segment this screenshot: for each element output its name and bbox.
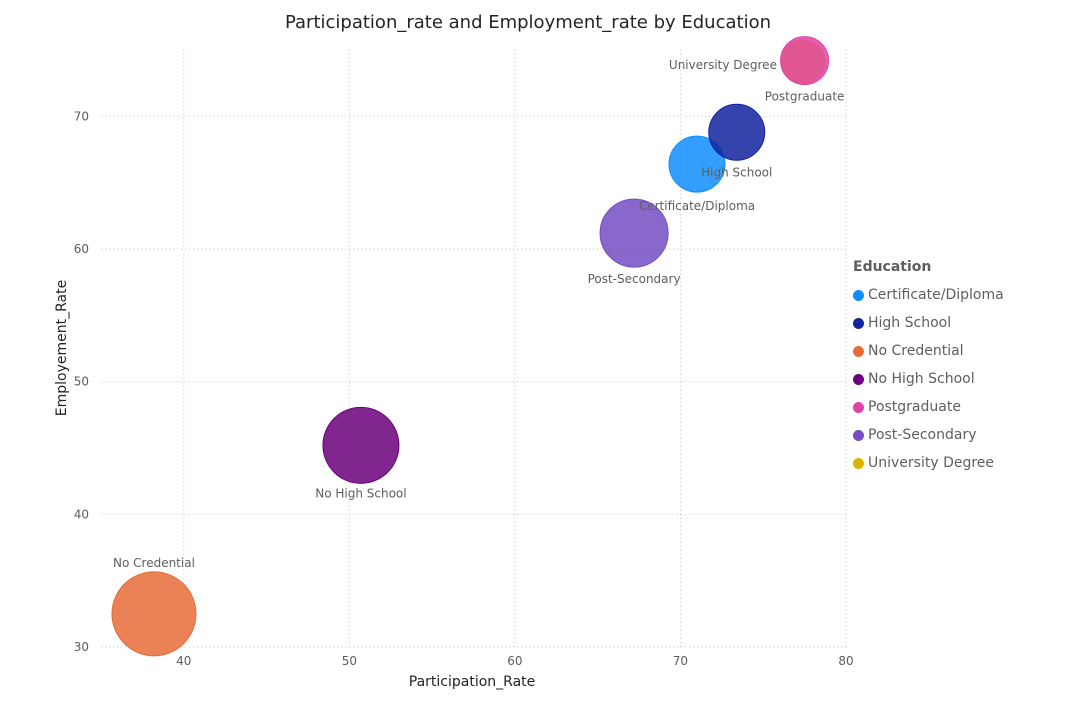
legend-item-university-degree[interactable]: University Degree <box>853 449 1004 477</box>
bubble-no-high-school[interactable] <box>322 406 400 484</box>
x-tick-label: 50 <box>342 654 357 668</box>
bubble-postgraduate[interactable] <box>780 36 830 86</box>
data-points[interactable] <box>111 36 830 657</box>
tick-labels: 40 50 60 70 80 30 40 50 60 70 <box>74 109 854 668</box>
y-tick-label: 60 <box>74 242 89 256</box>
bubble-post-secondary[interactable] <box>599 198 669 268</box>
data-label-high-school: High School <box>701 165 772 179</box>
x-tick-label: 70 <box>673 654 688 668</box>
legend-item-post-secondary[interactable]: Post-Secondary <box>853 421 1004 449</box>
legend-item-certificate-diploma[interactable]: Certificate/Diploma <box>853 281 1004 309</box>
legend-item-postgraduate[interactable]: Postgraduate <box>853 393 1004 421</box>
legend-label: No High School <box>868 371 975 387</box>
legend-item-no-high-school[interactable]: No High School <box>853 365 1004 393</box>
legend-marker-icon <box>853 317 864 329</box>
legend-label: No Credential <box>868 343 964 359</box>
legend-label: High School <box>868 315 952 331</box>
y-tick-label: 40 <box>74 507 89 521</box>
legend-title: Education <box>853 259 932 275</box>
data-labels: Certificate/Diploma High School No Credent… <box>113 58 844 570</box>
bubble-no-credential[interactable] <box>111 571 197 657</box>
data-label-university-degree: University Degree <box>669 58 777 72</box>
chart-title: Participation_rate and Employment_rate b… <box>284 12 771 33</box>
bubble-certificate-diploma[interactable] <box>668 135 726 193</box>
y-axis-title: Employement_Rate <box>54 280 70 416</box>
legend-label: Post-Secondary <box>868 427 977 443</box>
legend-marker-icon <box>853 345 864 357</box>
legend: Education Certificate/Diploma High School… <box>853 259 1004 477</box>
legend-label: University Degree <box>868 455 995 471</box>
legend-marker-icon <box>853 289 864 301</box>
data-label-no-credential: No Credential <box>113 556 195 570</box>
legend-label: Certificate/Diploma <box>868 287 1004 303</box>
x-tick-label: 80 <box>838 654 853 668</box>
y-tick-label: 70 <box>74 109 89 123</box>
y-tick-label: 30 <box>74 640 89 654</box>
y-tick-label: 50 <box>74 375 89 389</box>
legend-marker-icon <box>853 429 864 441</box>
legend-marker-icon <box>853 457 864 469</box>
data-label-post-secondary: Post-Secondary <box>588 272 681 286</box>
legend-marker-icon <box>853 373 864 385</box>
data-label-postgraduate: Postgraduate <box>765 90 845 104</box>
x-axis-title: Participation_Rate <box>409 674 536 690</box>
data-label-no-high-school: No High School <box>315 486 406 500</box>
x-tick-label: 40 <box>176 654 191 668</box>
legend-label: Postgraduate <box>868 399 961 415</box>
legend-item-high-school[interactable]: High School <box>853 309 1004 337</box>
x-tick-label: 60 <box>507 654 522 668</box>
data-label-certificate-diploma: Certificate/Diploma <box>639 199 755 213</box>
legend-marker-icon <box>853 401 864 413</box>
bubble-high-school[interactable] <box>708 103 766 161</box>
legend-item-no-credential[interactable]: No Credential <box>853 337 1004 365</box>
